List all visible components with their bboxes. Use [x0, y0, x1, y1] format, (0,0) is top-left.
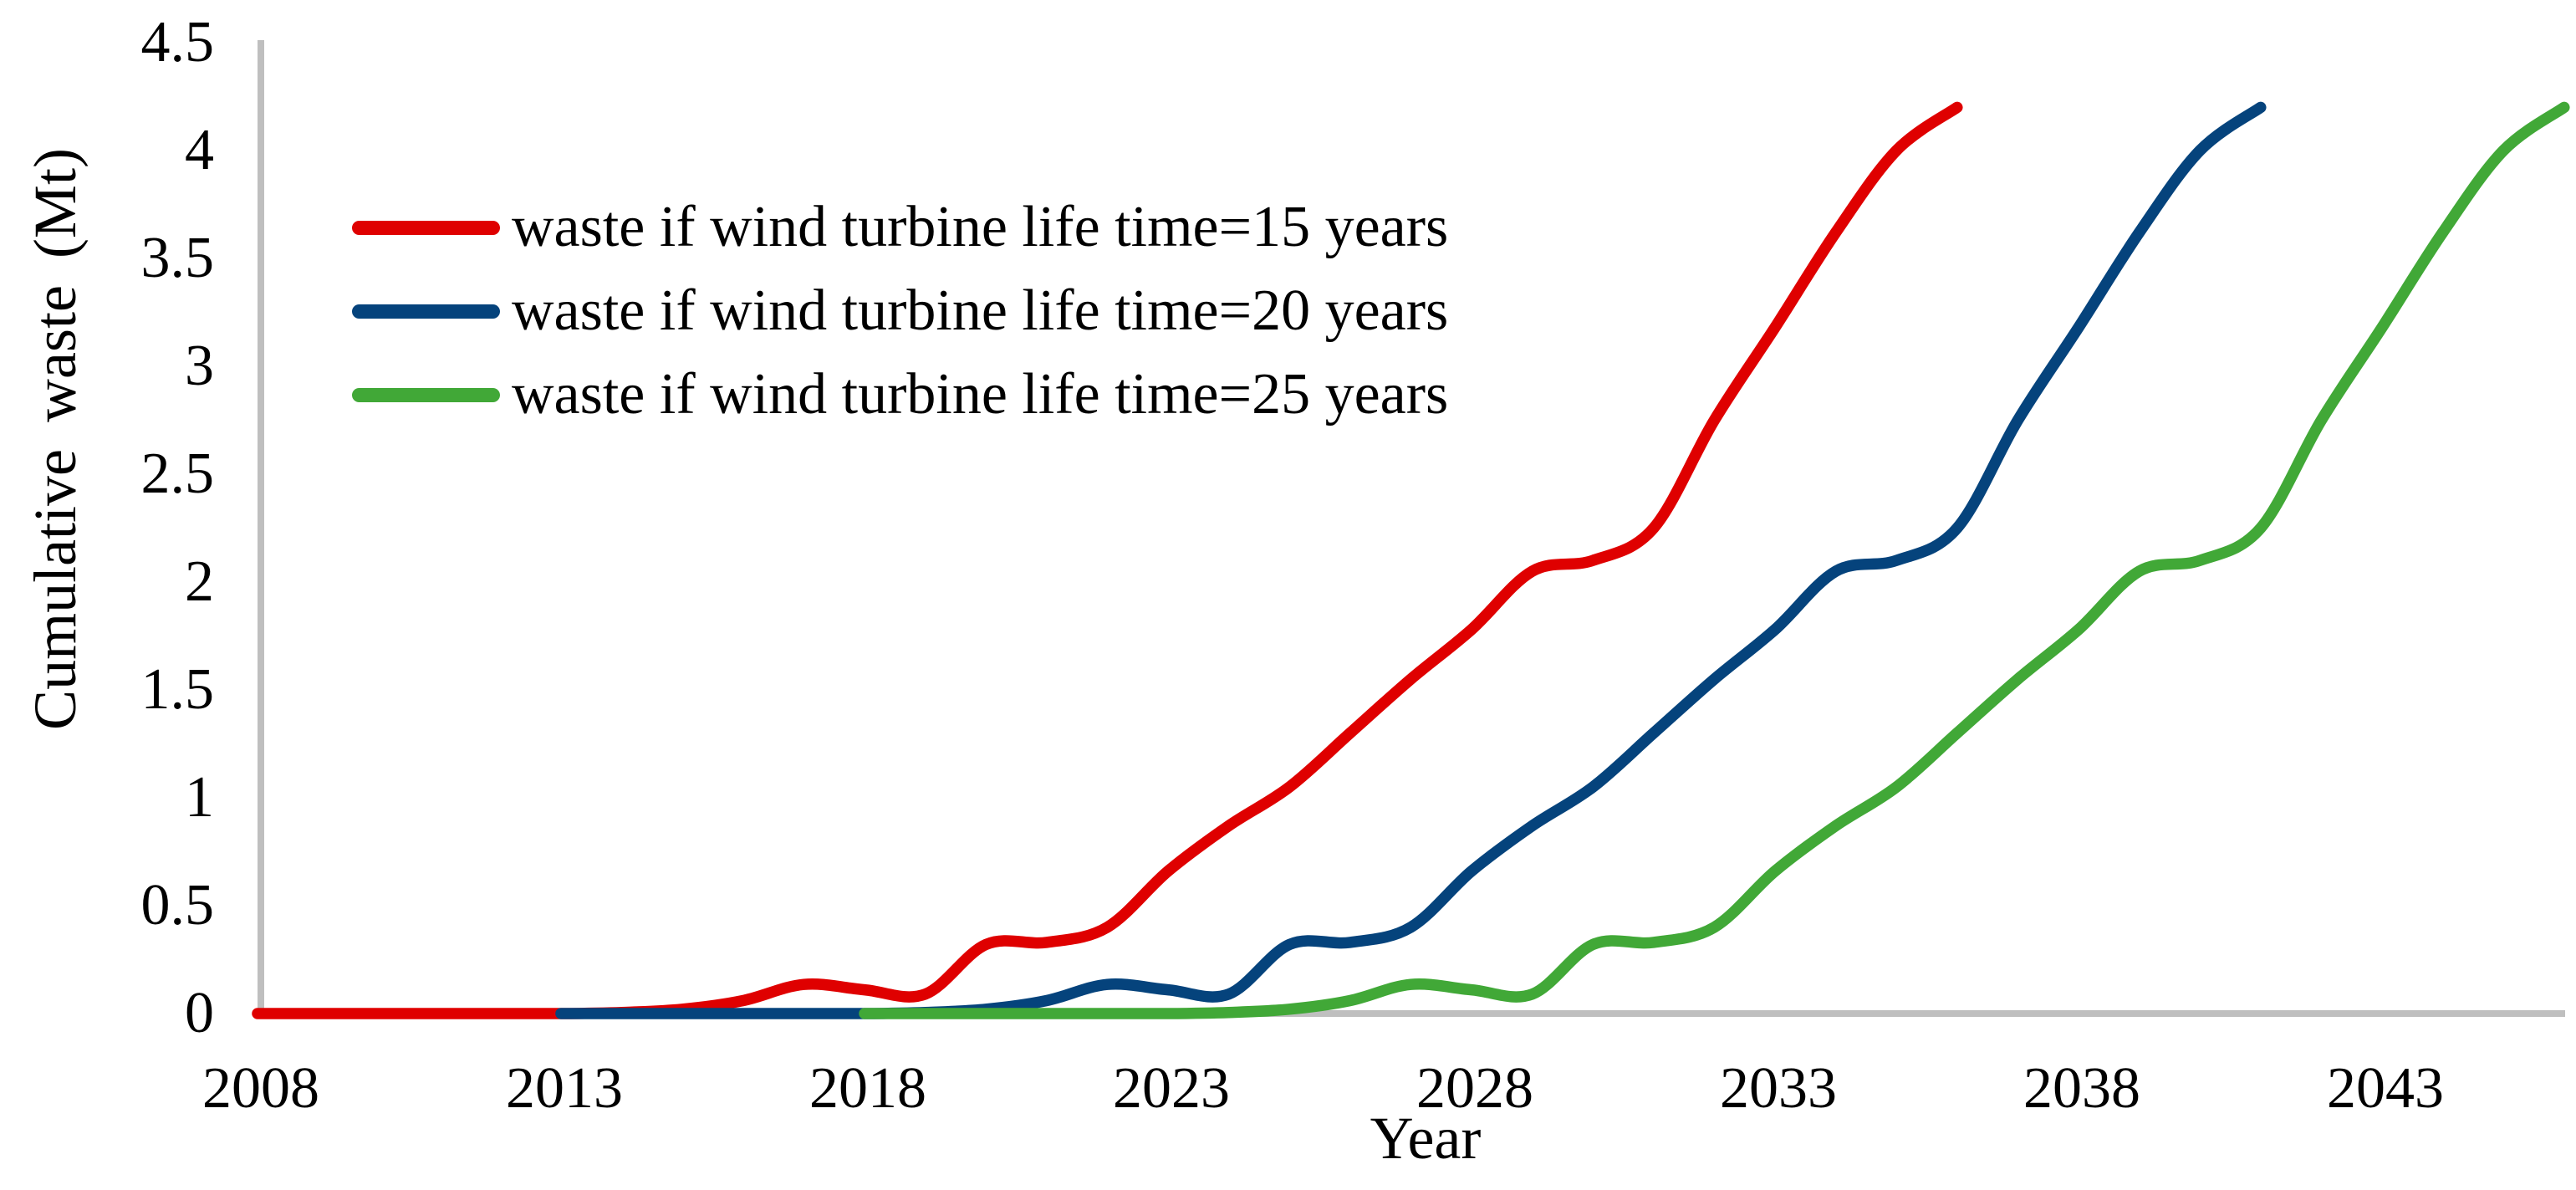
legend-label-15-years: waste if wind turbine life time=15 years — [512, 195, 1449, 259]
y-tick-label-4: 4 — [185, 118, 214, 182]
y-tick-label-1.5: 1.5 — [140, 657, 215, 722]
y-tick-label-2: 2 — [185, 549, 214, 614]
legend-swatch-green — [352, 387, 500, 402]
x-tick-label-2043: 2043 — [2327, 1056, 2444, 1121]
x-axis-title: Year — [1370, 1105, 1482, 1172]
x-tick-label-2028: 2028 — [1416, 1056, 1533, 1121]
y-tick-label-0.5: 0.5 — [140, 873, 215, 937]
legend-item-15-years: waste if wind turbine life time=15 years — [352, 194, 1448, 261]
y-tick-label-4.5: 4.5 — [140, 10, 215, 74]
y-tick-label-3.5: 3.5 — [140, 226, 215, 290]
x-tick-label-2018: 2018 — [809, 1056, 926, 1121]
x-tick-label-2013: 2013 — [506, 1056, 623, 1121]
legend-item-25-years: waste if wind turbine life time=25 years — [352, 361, 1448, 428]
x-tick-label-2023: 2023 — [1113, 1056, 1230, 1121]
legend-swatch-blue — [352, 304, 500, 319]
y-tick-label-2.5: 2.5 — [140, 442, 215, 506]
legend-item-20-years: waste if wind turbine life time=20 years — [352, 278, 1448, 345]
y-tick-label-1: 1 — [185, 765, 214, 830]
series-line-25-years — [859, 101, 2570, 1019]
x-tick-label-2008: 2008 — [202, 1056, 319, 1121]
legend-swatch-red — [352, 220, 500, 235]
x-tick-label-2033: 2033 — [1720, 1056, 1837, 1121]
legend-label-20-years: waste if wind turbine life time=20 years — [512, 278, 1449, 343]
legend-label-25-years: waste if wind turbine life time=25 years — [512, 362, 1449, 426]
y-tick-label-0: 0 — [185, 981, 214, 1045]
y-tick-label-3: 3 — [185, 334, 214, 398]
x-tick-label-2038: 2038 — [2023, 1056, 2140, 1121]
